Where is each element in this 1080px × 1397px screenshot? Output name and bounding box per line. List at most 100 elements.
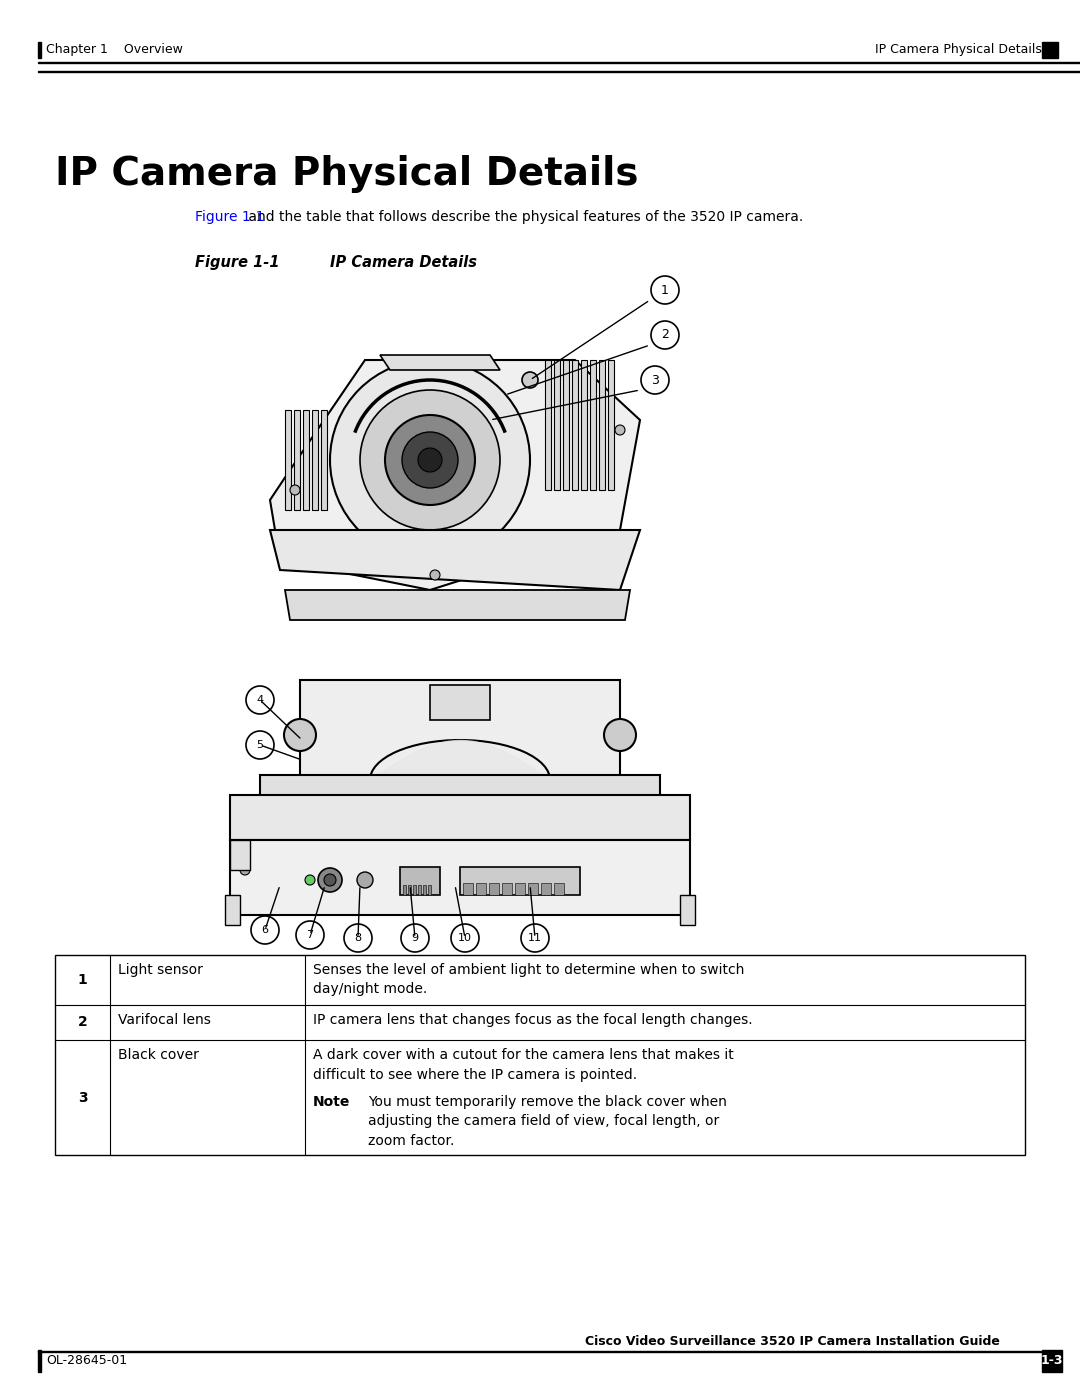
Circle shape <box>615 425 625 434</box>
Text: A dark cover with a cutout for the camera lens that makes it
difficult to see wh: A dark cover with a cutout for the camer… <box>313 1048 733 1081</box>
Circle shape <box>296 921 324 949</box>
Circle shape <box>318 868 342 893</box>
Bar <box>408 886 411 895</box>
Bar <box>502 883 512 895</box>
Text: 1-3: 1-3 <box>1041 1355 1063 1368</box>
Bar <box>294 409 300 510</box>
Text: 2: 2 <box>78 1016 87 1030</box>
Circle shape <box>651 277 679 305</box>
Text: 10: 10 <box>458 933 472 943</box>
Polygon shape <box>270 360 640 590</box>
Polygon shape <box>380 355 500 370</box>
Bar <box>1042 1350 1062 1372</box>
Bar <box>541 883 551 895</box>
Bar <box>55 956 1025 1155</box>
Circle shape <box>430 570 440 580</box>
Circle shape <box>651 321 679 349</box>
Circle shape <box>240 865 249 875</box>
Bar <box>303 409 309 510</box>
Text: Varifocal lens: Varifocal lens <box>118 1013 211 1027</box>
Circle shape <box>246 731 274 759</box>
Bar <box>260 775 660 800</box>
Text: 3: 3 <box>78 1091 87 1105</box>
Bar <box>608 360 615 490</box>
Bar <box>515 883 525 895</box>
Text: OL-28645-01: OL-28645-01 <box>46 1355 127 1368</box>
Circle shape <box>401 923 429 951</box>
Bar <box>581 360 588 490</box>
Polygon shape <box>270 529 640 590</box>
Circle shape <box>284 719 316 752</box>
Circle shape <box>402 432 458 488</box>
Bar <box>230 795 690 840</box>
Bar <box>300 680 620 780</box>
Text: 5: 5 <box>257 740 264 750</box>
Text: Note: Note <box>313 1095 350 1109</box>
Text: Cisco Video Surveillance 3520 IP Camera Installation Guide: Cisco Video Surveillance 3520 IP Camera … <box>585 1336 1000 1348</box>
Bar <box>528 883 538 895</box>
Circle shape <box>251 916 279 944</box>
Circle shape <box>521 923 549 951</box>
Text: 1: 1 <box>661 284 669 296</box>
Text: 1: 1 <box>78 972 87 988</box>
Bar <box>476 883 486 895</box>
Bar <box>545 360 551 490</box>
Bar <box>413 886 416 895</box>
Text: and the table that follows describe the physical features of the 3520 IP camera.: and the table that follows describe the … <box>244 210 804 224</box>
Bar <box>418 886 421 895</box>
Bar <box>1042 42 1058 59</box>
Circle shape <box>451 923 480 951</box>
Circle shape <box>330 360 530 560</box>
Text: IP Camera Physical Details: IP Camera Physical Details <box>875 43 1042 56</box>
Bar <box>428 886 431 895</box>
Bar <box>680 895 696 925</box>
Polygon shape <box>285 590 630 620</box>
Circle shape <box>522 372 538 388</box>
Bar <box>285 409 291 510</box>
Text: 7: 7 <box>307 930 313 940</box>
Circle shape <box>418 448 442 472</box>
Text: Light sensor: Light sensor <box>118 963 203 977</box>
Bar <box>225 895 240 925</box>
Circle shape <box>604 719 636 752</box>
Circle shape <box>345 923 372 951</box>
Text: Figure 1-1: Figure 1-1 <box>195 256 280 270</box>
Text: Figure 1-1: Figure 1-1 <box>195 210 265 224</box>
Bar <box>554 883 564 895</box>
Bar <box>460 868 580 895</box>
Circle shape <box>291 485 300 495</box>
Bar <box>423 886 426 895</box>
Bar <box>312 409 318 510</box>
Bar <box>38 42 41 59</box>
Bar <box>430 685 490 719</box>
Text: Black cover: Black cover <box>118 1048 199 1062</box>
Bar <box>321 409 327 510</box>
Bar <box>489 883 499 895</box>
Text: 3: 3 <box>651 373 659 387</box>
Bar <box>590 360 596 490</box>
Circle shape <box>384 415 475 504</box>
Text: 8: 8 <box>354 933 362 943</box>
Bar <box>403 886 406 895</box>
Bar <box>572 360 578 490</box>
Bar <box>554 360 561 490</box>
Bar <box>599 360 605 490</box>
Circle shape <box>357 872 373 888</box>
Bar <box>230 840 249 870</box>
Bar <box>230 840 690 915</box>
Bar <box>463 883 473 895</box>
Text: 2: 2 <box>661 328 669 341</box>
Circle shape <box>324 875 336 886</box>
Bar <box>563 360 569 490</box>
Text: 4: 4 <box>256 694 264 705</box>
Text: You must temporarily remove the black cover when
adjusting the camera field of v: You must temporarily remove the black co… <box>368 1095 727 1148</box>
Circle shape <box>360 390 500 529</box>
Text: 11: 11 <box>528 933 542 943</box>
Text: IP camera lens that changes focus as the focal length changes.: IP camera lens that changes focus as the… <box>313 1013 753 1027</box>
Text: Senses the level of ambient light to determine when to switch
day/night mode.: Senses the level of ambient light to det… <box>313 963 744 996</box>
Text: IP Camera Details: IP Camera Details <box>330 256 477 270</box>
Circle shape <box>642 366 669 394</box>
Text: 9: 9 <box>411 933 419 943</box>
Bar <box>38 1350 41 1372</box>
Text: Chapter 1    Overview: Chapter 1 Overview <box>46 43 183 56</box>
